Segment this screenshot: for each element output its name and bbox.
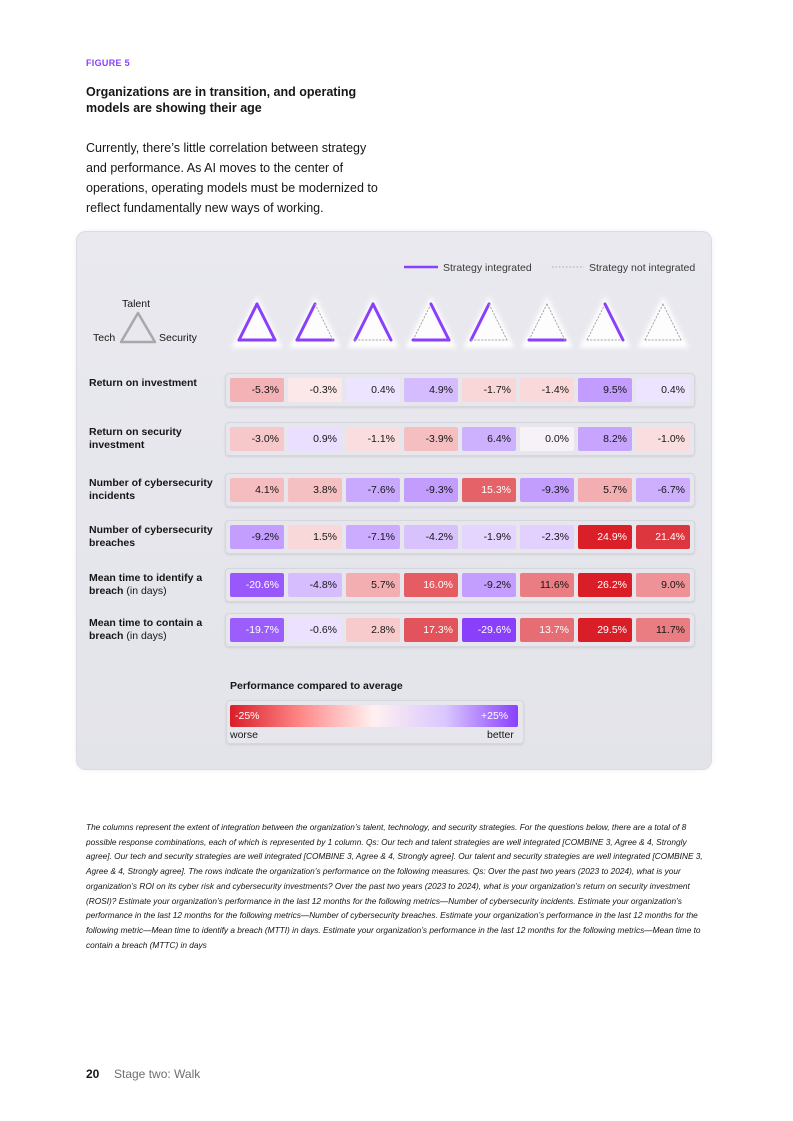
- heatmap-cell: -19.7%: [230, 618, 284, 642]
- heatmap-cell: -0.6%: [288, 618, 342, 642]
- row-label-rosi: Return on security investment: [89, 426, 182, 451]
- column-triangle-icon: [521, 296, 573, 348]
- heatmap-cell: 3.8%: [288, 478, 342, 502]
- scale-min-label: -25%: [235, 710, 260, 722]
- figure-title: Organizations are in transition, and ope…: [86, 85, 357, 115]
- heatmap-row: -20.6% -4.8% 5.7% 16.0% -9.2% 11.6% 26.2% 9.0%: [225, 568, 695, 602]
- heatmap-cell: -0.3%: [288, 378, 342, 402]
- column-triangle-icon: [289, 296, 341, 348]
- heatmap-cell: -1.9%: [462, 525, 516, 549]
- heatmap-cell: -5.3%: [230, 378, 284, 402]
- not-integrated-line-swatch: [552, 266, 584, 268]
- heatmap-row: -3.0% 0.9% -1.1% -3.9% 6.4% 0.0% 8.2% -1.0%: [225, 422, 695, 456]
- heatmap-cell: 5.7%: [346, 573, 400, 597]
- heatmap-cell: -1.4%: [520, 378, 574, 402]
- heatmap-cell: 0.9%: [288, 427, 342, 451]
- heatmap-cell: 15.3%: [462, 478, 516, 502]
- column-triangle-icon: [405, 296, 457, 348]
- row-label-roi: Return on investment: [89, 377, 197, 389]
- section-title: Stage two: Walk: [114, 1067, 201, 1081]
- heatmap-cell: 8.2%: [578, 427, 632, 451]
- heatmap-cell: -20.6%: [230, 573, 284, 597]
- heatmap-cell: 2.8%: [346, 618, 400, 642]
- column-triangle-icon: [463, 296, 515, 348]
- heatmap-cell: 1.5%: [288, 525, 342, 549]
- heatmap-cell: -1.1%: [346, 427, 400, 451]
- heatmap-cell: -4.2%: [404, 525, 458, 549]
- heatmap-cell: -1.7%: [462, 378, 516, 402]
- heatmap-cell: -1.0%: [636, 427, 690, 451]
- heatmap-row: -9.2% 1.5% -7.1% -4.2% -1.9% -2.3% 24.9% 21.4%: [225, 520, 695, 554]
- column-triangle-icon: [637, 296, 689, 348]
- heatmap-cell: -3.9%: [404, 427, 458, 451]
- scale-title: Performance compared to average: [230, 680, 403, 692]
- row-label-breaches: Number of cybersecurity breaches: [89, 524, 213, 549]
- heatmap-cell: -29.6%: [462, 618, 516, 642]
- heatmap-cell: 5.7%: [578, 478, 632, 502]
- scale-gradient: [230, 705, 518, 727]
- heatmap-row: -5.3% -0.3% 0.4% 4.9% -1.7% -1.4% 9.5% 0.4%: [225, 373, 695, 407]
- row-label-incidents: Number of cybersecurity incidents: [89, 477, 213, 502]
- heatmap-cell: 17.3%: [404, 618, 458, 642]
- heatmap-cell: 9.5%: [578, 378, 632, 402]
- scale-max-label: +25%: [481, 710, 509, 722]
- heatmap-cell: 11.7%: [636, 618, 690, 642]
- heatmap-cell: 21.4%: [636, 525, 690, 549]
- heatmap-cell: 24.9%: [578, 525, 632, 549]
- column-triangle-icon: [231, 296, 283, 348]
- heatmap-cell: -7.6%: [346, 478, 400, 502]
- scale-better-label: better: [487, 729, 514, 741]
- intro-text: Currently, there’s little correlation be…: [86, 141, 378, 215]
- column-triangle-icon: [579, 296, 631, 348]
- heatmap-cell: -3.0%: [230, 427, 284, 451]
- heatmap-row: 4.1% 3.8% -7.6% -9.3% 15.3% -9.3% 5.7% -6.7%: [225, 473, 695, 507]
- heatmap-cell: 16.0%: [404, 573, 458, 597]
- heatmap-cell: 4.1%: [230, 478, 284, 502]
- column-triangle-icon: [347, 296, 399, 348]
- heatmap-cell: 9.0%: [636, 573, 690, 597]
- footnote: The columns represent the extent of inte…: [86, 822, 703, 950]
- key-label-tech: Tech: [93, 332, 116, 344]
- heatmap-cell: -9.3%: [520, 478, 574, 502]
- column-triangles: [231, 296, 689, 348]
- heatmap-row: -19.7% -0.6% 2.8% 17.3% -29.6% 13.7% 29.5% 11.7…: [225, 613, 695, 647]
- heatmap-cell: -4.8%: [288, 573, 342, 597]
- heatmap-cell: -9.2%: [230, 525, 284, 549]
- key-triangle-icon: [119, 311, 157, 344]
- heatmap-cell: -6.7%: [636, 478, 690, 502]
- heatmap-cell: -9.3%: [404, 478, 458, 502]
- heatmap-cell: 0.0%: [520, 427, 574, 451]
- key-label-talent: Talent: [122, 298, 151, 310]
- heatmap-cell: 11.6%: [520, 573, 574, 597]
- heatmap-cell: -7.1%: [346, 525, 400, 549]
- row-label-mtti: Mean time to identify a breach (in days): [89, 572, 203, 597]
- scale-worse-label: worse: [230, 729, 259, 741]
- heatmap-cell: 29.5%: [578, 618, 632, 642]
- heatmap-cell: 0.4%: [346, 378, 400, 402]
- page-number: 20: [86, 1067, 100, 1081]
- heatmap-cell: 13.7%: [520, 618, 574, 642]
- figure-label: FIGURE 5: [86, 58, 130, 68]
- legend-integrated: Strategy integrated: [443, 262, 532, 274]
- heatmap-cell: 0.4%: [636, 378, 690, 402]
- legend-not-integrated: Strategy not integrated: [589, 262, 696, 274]
- row-label-mttc: Mean time to contain a breach (in days): [89, 617, 203, 642]
- heatmap-cell: 4.9%: [404, 378, 458, 402]
- heatmap-cell: 6.4%: [462, 427, 516, 451]
- integrated-line-swatch: [404, 265, 438, 269]
- heatmap-cell: -2.3%: [520, 525, 574, 549]
- key-label-security: Security: [159, 332, 197, 344]
- heatmap-cell: -9.2%: [462, 573, 516, 597]
- heatmap-cell: 26.2%: [578, 573, 632, 597]
